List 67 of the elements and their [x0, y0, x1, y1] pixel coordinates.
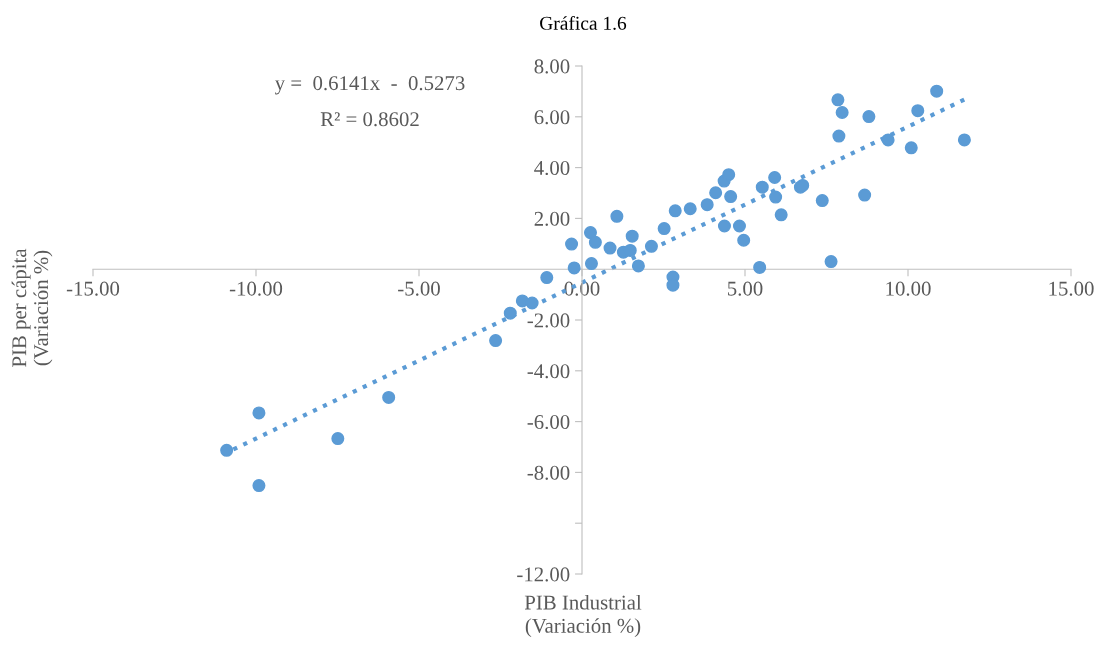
point — [824, 255, 838, 269]
y-tick-label: -6.00 — [527, 414, 570, 430]
point — [252, 479, 266, 493]
point — [732, 219, 746, 233]
point — [755, 180, 769, 194]
y-tick-label: 6.00 — [534, 110, 570, 125]
y-tick-label: 4.00 — [534, 160, 570, 176]
point — [709, 186, 723, 200]
point — [858, 188, 872, 202]
point — [911, 104, 925, 118]
point — [862, 110, 876, 124]
point — [668, 204, 682, 218]
y-tick-label: -8.00 — [527, 465, 570, 480]
point — [930, 84, 944, 98]
x-tick-label: -5.00 — [398, 281, 440, 296]
y-tick-label: 8.00 — [534, 59, 570, 74]
point — [717, 219, 731, 233]
point — [489, 334, 503, 348]
point — [700, 198, 714, 212]
point — [503, 306, 517, 320]
annotation: y = 0.6141x - 0.5273 — [274, 76, 465, 95]
point — [737, 233, 751, 247]
point — [631, 259, 645, 273]
x-tick-label: 10.00 — [886, 281, 931, 296]
point — [583, 226, 597, 240]
point — [588, 235, 602, 249]
point — [774, 208, 788, 222]
y-tick-label: 2.00 — [534, 211, 570, 226]
point — [768, 171, 782, 185]
point — [904, 141, 918, 155]
point — [881, 133, 895, 147]
point — [623, 243, 637, 257]
x-axis-title: PIB Industrial (Variación %) — [524, 594, 642, 638]
y-tick-label: -4.00 — [527, 364, 570, 379]
point — [753, 260, 767, 274]
point — [831, 93, 845, 107]
point — [683, 202, 697, 216]
point — [567, 261, 581, 275]
point — [724, 190, 738, 204]
annotation: R² = 0.8602 — [320, 112, 419, 127]
point — [657, 222, 671, 236]
point — [815, 194, 829, 208]
point — [565, 237, 579, 251]
point — [644, 239, 658, 253]
point — [769, 190, 783, 204]
point — [220, 443, 234, 457]
point — [835, 105, 849, 119]
x-tick-label: 15.00 — [1049, 281, 1094, 296]
x-tick-label: -15.00 — [66, 281, 120, 296]
point — [382, 390, 396, 404]
point — [525, 296, 539, 310]
x-tick-label: -10.00 — [229, 281, 283, 296]
x-tick-label: 5.00 — [727, 281, 763, 296]
y-axis-title: PIB per cápita (Variación %) — [11, 248, 53, 367]
point — [331, 432, 345, 446]
point — [252, 406, 266, 420]
point — [584, 257, 598, 271]
point — [603, 241, 617, 255]
point — [957, 133, 971, 147]
point — [540, 271, 554, 285]
y-tick-label: -12.00 — [517, 567, 570, 582]
point — [625, 229, 639, 243]
point — [610, 209, 624, 223]
point — [722, 168, 736, 182]
chart-title: Gráfica 1.6 — [540, 15, 627, 30]
y-tick-label: -2.00 — [527, 313, 570, 328]
point — [832, 129, 846, 143]
